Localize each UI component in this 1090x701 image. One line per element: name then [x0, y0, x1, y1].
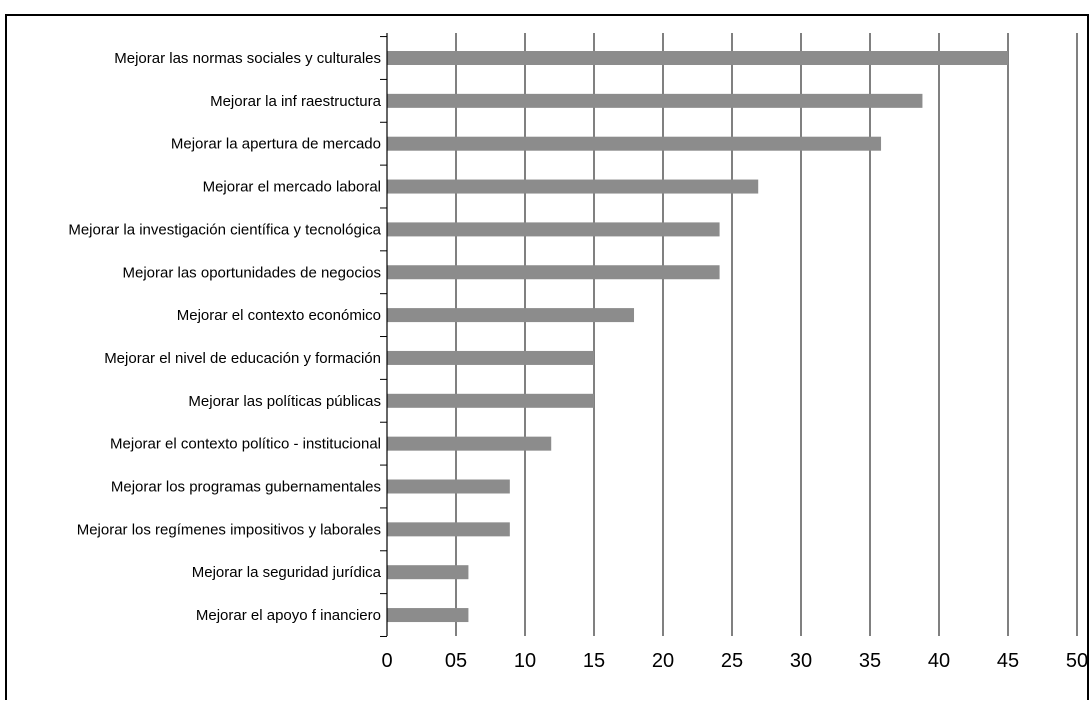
category-labels: Mejorar las normas sociales y culturales… [68, 50, 381, 624]
category-label: Mejorar la investigación científica y te… [68, 221, 381, 238]
bar [387, 522, 510, 537]
x-tick-label: 45 [997, 650, 1019, 672]
bar [387, 608, 469, 623]
category-label: Mejorar las oportunidades de negocios [123, 264, 382, 281]
chart-frame [5, 14, 1089, 700]
bar [387, 436, 552, 451]
x-tick-label: 30 [790, 650, 812, 672]
bars [387, 51, 1008, 623]
x-tick-label: 40 [928, 650, 950, 672]
category-label: Mejorar las políticas públicas [188, 393, 381, 410]
bar [387, 565, 469, 580]
category-label: Mejorar el mercado laboral [203, 179, 381, 196]
category-label: Mejorar la seguridad jurídica [192, 564, 382, 581]
bar [387, 51, 1008, 65]
bar [387, 479, 510, 494]
category-label: Mejorar los programas gubernamentales [111, 479, 381, 496]
category-label: Mejorar el contexto económico [177, 307, 381, 324]
bar [387, 308, 635, 323]
category-label: Mejorar los regímenes impositivos y labo… [77, 521, 381, 538]
x-tick-label: 20 [652, 650, 674, 672]
category-label: Mejorar las normas sociales y culturales [114, 50, 381, 67]
y-axis [380, 33, 388, 637]
x-tick-label: 25 [721, 650, 743, 672]
x-tick-labels: 0 05 10 15 20 25 30 35 40 45 50 [381, 650, 1088, 672]
category-label: Mejorar la inf raestructura [210, 93, 382, 110]
x-tick-label: 05 [445, 650, 467, 672]
bar [387, 179, 759, 194]
bar [387, 265, 720, 280]
x-tick-label: 15 [583, 650, 605, 672]
x-tick-label: 50 [1066, 650, 1088, 672]
bar [387, 350, 594, 365]
x-tick-label: 0 [381, 650, 392, 672]
category-label: Mejorar la apertura de mercado [171, 136, 381, 153]
bar [387, 136, 882, 151]
x-tick-label: 35 [859, 650, 881, 672]
bar [387, 393, 594, 408]
bar [387, 93, 923, 108]
gridlines [455, 33, 1078, 636]
category-label: Mejorar el contexto político - instituci… [110, 436, 381, 453]
category-label: Mejorar el nivel de educación y formació… [104, 350, 381, 367]
bar [387, 222, 720, 237]
category-label: Mejorar el apoyo f inanciero [196, 607, 381, 624]
x-tick-label: 10 [514, 650, 536, 672]
